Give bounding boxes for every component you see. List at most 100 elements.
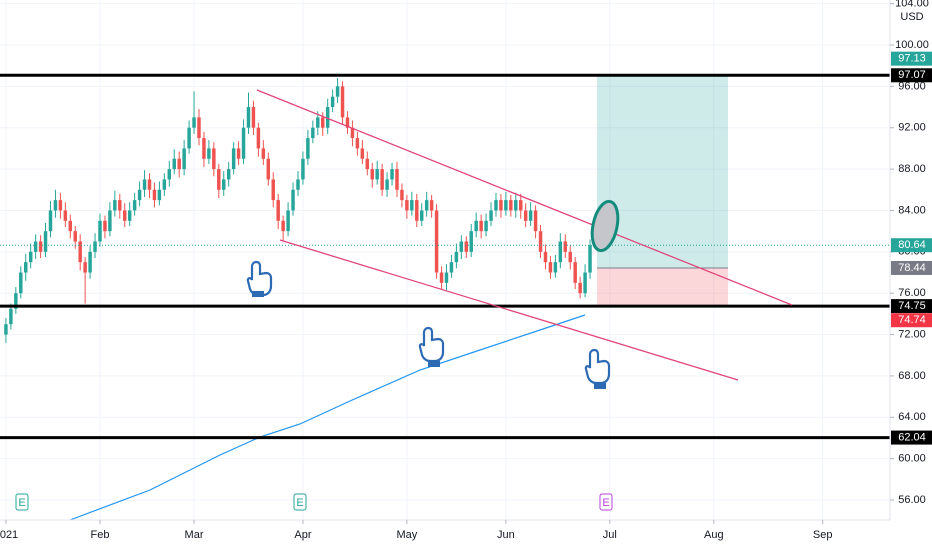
hand-icon [584, 348, 611, 389]
event-marker [599, 493, 613, 511]
candle-body [321, 117, 325, 128]
candle-body [514, 200, 518, 211]
candle-body [73, 231, 77, 242]
candle-body [286, 210, 290, 232]
candle-body [405, 200, 409, 211]
candle-body [33, 241, 38, 252]
candle-body [127, 210, 132, 221]
candle-body [4, 324, 8, 335]
candle-body [415, 200, 419, 221]
candle-body [123, 210, 127, 221]
moving-average [69, 314, 586, 521]
candle-body [573, 262, 577, 283]
candle-body [167, 169, 172, 180]
candle-body [316, 117, 320, 128]
candle-body [385, 179, 389, 190]
y-tick-label: 104.00 [895, 0, 929, 10]
candle-body [78, 241, 82, 263]
x-tick-label: Sep [813, 529, 833, 541]
candle-body [182, 148, 186, 170]
candle-body [93, 241, 97, 252]
candle-body [48, 210, 53, 232]
candle-body [296, 179, 300, 190]
candle-body [420, 210, 424, 221]
levels [0, 73, 890, 440]
price-label: 78.44 [898, 262, 926, 274]
candle-body [429, 200, 434, 211]
candle-body [197, 117, 201, 139]
candle-body [9, 308, 13, 325]
candle-body [325, 107, 330, 128]
candle-body [301, 158, 305, 180]
x-tick-label: Mar [185, 529, 204, 541]
profit-zone [597, 75, 728, 268]
candle-body [533, 210, 538, 232]
candle-body [375, 169, 379, 180]
candle-body [444, 272, 449, 283]
y-tick-label: 100.00 [895, 39, 929, 51]
x-tick-label: Apr [294, 529, 311, 541]
candle-body [424, 200, 429, 211]
grid [0, 0, 890, 520]
candle-body [157, 189, 162, 201]
y-tick-label: 88.00 [898, 163, 926, 175]
price-label: 97.13 [898, 53, 926, 65]
candle-body [568, 251, 572, 263]
candle-body [330, 96, 335, 108]
candle-body [118, 200, 122, 211]
candle-body [588, 245, 592, 273]
x-tick-label: Aug [704, 529, 724, 541]
candle-body [226, 169, 231, 180]
candle-body [271, 179, 275, 201]
candle-body [147, 179, 152, 190]
candle-body [132, 200, 137, 211]
candle-body [370, 169, 374, 180]
candle-body [38, 241, 43, 252]
candle-body [523, 210, 528, 221]
candle-body [256, 127, 261, 149]
candle-body [142, 179, 147, 190]
price-label: 74.75 [898, 300, 926, 312]
price-label-bg [891, 238, 932, 253]
currency-label: USD [900, 11, 923, 23]
event-marker [15, 493, 29, 511]
candle-body [207, 148, 211, 159]
candle-body [410, 200, 414, 211]
candle-body [558, 241, 563, 263]
candle-body [137, 189, 142, 201]
candle-body [474, 220, 478, 232]
candle-body [355, 138, 360, 149]
candle-body [395, 169, 399, 190]
trend-line-upper [256, 89, 793, 306]
y-tick-label: 92.00 [898, 122, 926, 134]
candle-body [311, 127, 315, 139]
candle-body [350, 127, 355, 139]
candle-body [340, 86, 345, 118]
candle-body [172, 158, 176, 170]
candle-body [63, 210, 68, 221]
candle-body [400, 189, 404, 201]
candle-body [484, 220, 488, 232]
candle-body [449, 262, 454, 273]
y-tick-label: 68.00 [898, 370, 926, 382]
candle-body [222, 179, 226, 190]
price-label: 74.74 [898, 314, 926, 326]
candle-body [335, 86, 340, 97]
candle-body [439, 272, 444, 283]
x-tick-label: May [396, 529, 417, 541]
candle-body [494, 200, 498, 211]
price-label: 97.07 [898, 69, 926, 81]
candle-body [241, 127, 246, 159]
event-label: E [296, 497, 303, 509]
candle-body [434, 210, 439, 273]
candle-body [108, 210, 112, 232]
candle-body [345, 117, 350, 128]
candle-body [192, 117, 196, 128]
candle-body [528, 210, 533, 221]
highlight-ellipse [590, 199, 620, 253]
y-tick-label: 60.00 [898, 453, 926, 465]
candle-body [103, 220, 107, 232]
candle-body [236, 148, 241, 159]
candle-body [88, 251, 92, 273]
candle-body [68, 220, 73, 232]
